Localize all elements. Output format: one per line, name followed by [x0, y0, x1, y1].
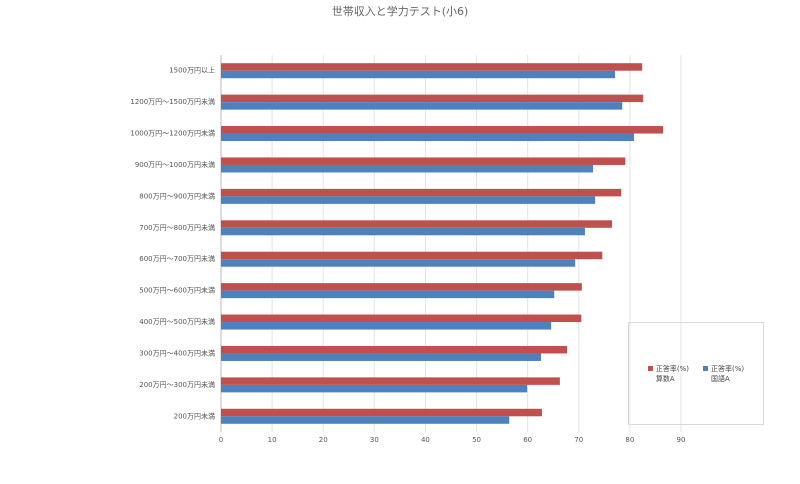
bar: [221, 126, 664, 134]
bar: [221, 377, 560, 385]
bar: [221, 353, 541, 361]
x-tick-label: 90: [677, 436, 686, 444]
y-tick-label: 1200万円～1500万円未満: [130, 97, 215, 106]
bar: [221, 220, 612, 228]
y-tick-label: 600万円～700万円未満: [139, 254, 215, 263]
bar: [221, 416, 510, 424]
legend-label: 正答率(%) 国語A: [711, 364, 745, 383]
y-tick-label: 300万円～400万円未満: [139, 348, 215, 357]
x-tick-label: 80: [625, 436, 634, 444]
y-tick-label: 400万円～500万円未満: [139, 317, 215, 326]
bar: [221, 283, 582, 291]
bar: [221, 290, 555, 299]
bar: [221, 322, 552, 330]
y-tick-label: 1500万円以上: [169, 66, 215, 75]
legend-item: 正答率(%) 国語A: [703, 364, 744, 384]
bar: [221, 63, 643, 71]
legend-item: 正答率(%) 算数A: [647, 364, 689, 384]
x-tick-label: 40: [421, 436, 430, 444]
bar: [221, 164, 594, 173]
bar: [221, 384, 528, 393]
bar: [221, 314, 582, 323]
bar: [221, 157, 626, 165]
y-tick-label: 800万円～900万円未満: [139, 191, 215, 200]
bar: [221, 70, 616, 79]
bar: [221, 345, 568, 354]
x-tick-label: 50: [472, 436, 481, 444]
x-tick-label: 30: [370, 436, 379, 444]
legend-swatch: [703, 365, 708, 371]
y-tick-label: 500万円～600万円未満: [139, 286, 215, 295]
legend-label: 正答率(%) 算数A: [655, 364, 689, 383]
y-tick-label: 700万円～800万円未満: [139, 223, 215, 232]
x-tick-label: 0: [219, 436, 223, 444]
x-tick-label: 10: [268, 436, 277, 444]
bar: [221, 94, 644, 103]
y-tick-label: 200万円～300万円未満: [139, 380, 215, 389]
bar: [221, 188, 622, 197]
bar: [221, 408, 542, 417]
bar: [221, 102, 623, 110]
bar: [221, 133, 634, 142]
y-tick-label: 900万円～1000万円未満: [135, 160, 215, 169]
chart-title: 世帯収入と学力テスト(小6): [332, 4, 469, 18]
legend-swatch: [647, 365, 653, 371]
legend: 正答率(%) 算数A 正答率(%) 国語A: [628, 322, 764, 425]
bar: [221, 251, 603, 260]
y-tick-label: 1000万円～1200万円未満: [130, 129, 215, 138]
bar: [221, 196, 596, 204]
bar: [221, 227, 585, 236]
bar: [221, 259, 576, 267]
x-tick-label: 70: [574, 436, 583, 444]
x-tick-label: 20: [319, 436, 328, 444]
x-tick-label: 60: [523, 436, 532, 444]
y-tick-label: 200万円未満: [174, 411, 215, 420]
